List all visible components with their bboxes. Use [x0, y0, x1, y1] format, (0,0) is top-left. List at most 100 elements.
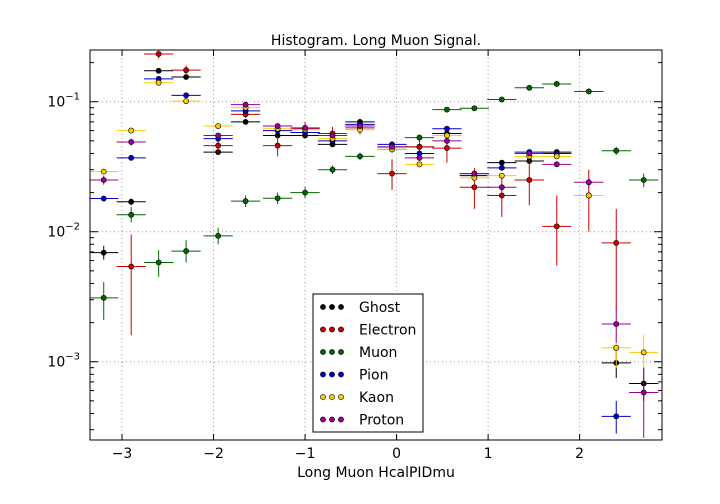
data-point [274, 142, 281, 149]
data-point [444, 106, 450, 113]
x-tick-label: −1 [295, 446, 316, 462]
data-point [128, 211, 135, 218]
data-point [100, 294, 107, 301]
y-tick-base: 10 [47, 95, 65, 111]
data-point [183, 98, 189, 105]
data-point [444, 132, 450, 139]
data-point [585, 88, 592, 95]
x-axis-label: Long Muon HcalPIDmu [297, 465, 455, 481]
data-point [155, 67, 162, 74]
legend-marker [338, 371, 344, 378]
data-point [128, 154, 135, 161]
legend-label: Pion [359, 368, 388, 384]
data-point [613, 321, 620, 327]
data-point [183, 248, 189, 254]
x-tick-label: 2 [575, 446, 584, 462]
axis-ticks: −3 −2 −1 0 1 210−310−210−1 [47, 50, 662, 462]
data-point [329, 166, 336, 173]
data-point [498, 96, 505, 103]
x-tick-label: −2 [203, 446, 224, 462]
data-point [215, 232, 222, 239]
legend-marker [320, 349, 326, 355]
data-point [498, 184, 505, 191]
legend-marker [338, 416, 344, 423]
data-point [526, 150, 533, 157]
data-point [640, 177, 647, 183]
data-point [498, 192, 505, 199]
data-point [357, 123, 363, 129]
data-point [471, 184, 478, 191]
data-point [128, 198, 135, 205]
data-point [155, 51, 162, 57]
data-point [100, 249, 107, 256]
x-tick-label: 0 [392, 446, 401, 462]
legend-label: Ghost [359, 300, 401, 316]
data-point [526, 177, 533, 183]
data-point [613, 413, 620, 420]
data-point [640, 389, 647, 396]
series-muon [90, 81, 659, 320]
data-point [444, 137, 450, 144]
data-point [100, 168, 107, 175]
y-tick-label: 10−2 [47, 222, 80, 241]
data-series [90, 50, 659, 438]
legend-marker [338, 326, 344, 333]
data-point [242, 101, 249, 108]
plot-frame [89, 49, 663, 441]
data-point [585, 179, 592, 186]
data-point [242, 118, 249, 125]
y-tick-exponent: −3 [65, 352, 80, 363]
data-point [553, 153, 560, 160]
data-point [183, 67, 189, 74]
legend-marker [338, 349, 344, 355]
data-point [416, 161, 423, 168]
series-proton [90, 101, 659, 438]
data-point [613, 147, 620, 154]
data-point [155, 259, 162, 266]
data-point [498, 164, 505, 171]
x-tick-label: 1 [484, 446, 493, 462]
data-point [444, 145, 450, 151]
data-point [389, 170, 395, 177]
data-point [553, 223, 560, 230]
legend-label: Muon [359, 345, 397, 361]
data-point [553, 81, 560, 87]
legend-marker [329, 326, 335, 333]
data-point [471, 170, 478, 177]
data-point [357, 153, 363, 160]
chart-title: Histogram. Long Muon Signal. [271, 33, 481, 49]
legend-marker [338, 394, 344, 400]
legend-label: Proton [359, 413, 404, 429]
legend-marker [329, 349, 335, 355]
legend-marker [329, 416, 335, 423]
y-tick-base: 10 [47, 355, 65, 371]
data-point [100, 195, 107, 202]
data-point [274, 195, 281, 202]
data-point [416, 134, 423, 141]
data-point [274, 123, 281, 129]
data-point [526, 84, 533, 91]
data-point [302, 189, 308, 196]
y-tick-label: 10−1 [47, 92, 80, 111]
legend-marker [329, 394, 335, 400]
legend-box [312, 293, 424, 433]
data-point [215, 123, 222, 129]
legend-label: Kaon [359, 390, 394, 406]
data-point [155, 79, 162, 86]
legend-marker [320, 394, 326, 400]
data-point [498, 172, 505, 179]
data-point [613, 344, 620, 351]
data-point [498, 159, 505, 166]
y-tick-exponent: −2 [65, 222, 80, 233]
x-tick-label: −3 [112, 446, 133, 462]
legend-marker [320, 371, 326, 378]
legend-marker [320, 416, 326, 423]
data-point [389, 143, 395, 150]
data-point [613, 240, 620, 246]
data-point [302, 124, 308, 131]
legend-marker [338, 304, 344, 310]
legend-marker [329, 304, 335, 310]
data-point [471, 105, 478, 112]
data-point [128, 127, 135, 134]
